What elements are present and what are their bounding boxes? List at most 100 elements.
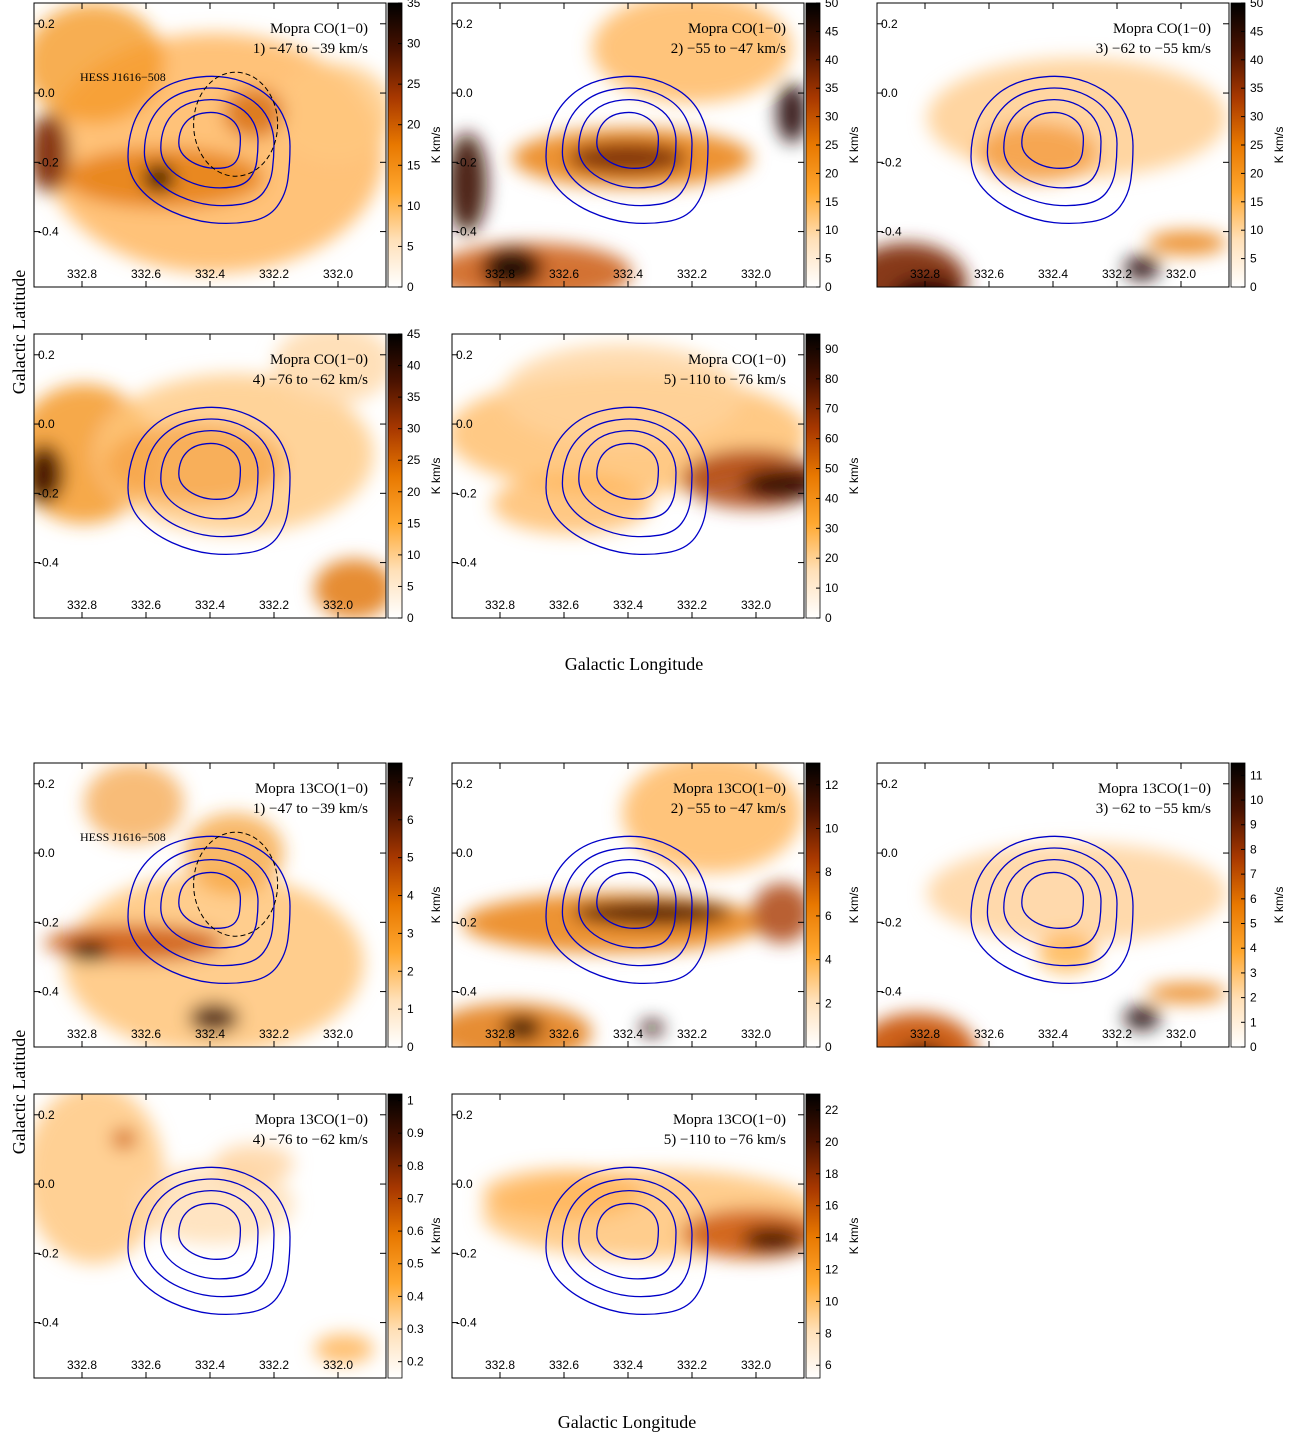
- x-tick-label: 332.6: [131, 267, 161, 281]
- colorbar-tick-label: 20: [1250, 166, 1264, 180]
- colorbar-tick-label: 6: [407, 813, 414, 827]
- y-tick-label: 0.0: [881, 86, 898, 100]
- emission-blob: [274, 63, 386, 163]
- colorbar-tick-label: 4: [825, 953, 832, 967]
- colorbar-tick-label: 25: [407, 77, 421, 91]
- x-tick-label: 332.6: [131, 1358, 161, 1372]
- emission-blob: [143, 164, 175, 192]
- colorbar-tick-label: 1: [407, 1002, 414, 1016]
- emission-blob: [1124, 1006, 1160, 1030]
- colorbar-tick-label: 0.8: [407, 1159, 424, 1173]
- x-tick-label: 332.0: [741, 598, 771, 612]
- emission-blob: [492, 474, 652, 534]
- colorbar-tick-label: 45: [407, 327, 421, 341]
- emission-blob: [34, 3, 164, 123]
- emission-blob: [69, 941, 109, 961]
- y-tick-label: 0.0: [456, 1177, 473, 1191]
- colorbar-tick-label: 35: [407, 0, 421, 10]
- y-tick-label: 0.0: [456, 86, 473, 100]
- emission-blob: [34, 113, 69, 193]
- map-panel: 332.8 332.6 332.4 332.2 332.0 0.2 0.0 -0.2 -0.4 M…: [33, 1093, 443, 1379]
- x-tick-label: 332.0: [741, 1027, 771, 1041]
- velocity-range: 5) −110 to −76 km/s: [664, 1132, 786, 1148]
- colorbar-tick-label: 10: [1250, 223, 1264, 237]
- y-tick-label: -0.2: [456, 155, 477, 169]
- map-panel: HESS J1616−508 332.8 332.6 332.4 332.2 332.0 0…: [33, 0, 443, 294]
- x-tick-label: 332.0: [1166, 1027, 1196, 1041]
- emission-blob: [64, 873, 364, 1047]
- emission-blob: [1147, 231, 1227, 255]
- velocity-range: 4) −76 to −62 km/s: [253, 1132, 368, 1148]
- x-tick-label: 332.4: [195, 598, 225, 612]
- x-tick-label: 332.0: [323, 1358, 353, 1372]
- contour-line: [578, 1189, 677, 1280]
- emission-blob: [314, 559, 386, 618]
- colorbar: [387, 1093, 403, 1379]
- colorbar-unit-label: K km/s: [429, 458, 443, 495]
- x-tick-label: 332.6: [974, 1027, 1004, 1041]
- contour-line: [970, 75, 1134, 225]
- colorbar-tick-label: 0.4: [407, 1289, 424, 1303]
- x-axis-label-bottom: Galactic Longitude: [558, 1412, 696, 1432]
- colorbar-tick-label: 0: [825, 611, 832, 625]
- colorbar-tick-label: 5: [1250, 252, 1257, 266]
- map-panel: 332.8 332.6 332.4 332.2 332.0 0.2 0.0 -0.2 -0.4 M…: [451, 1093, 861, 1379]
- emission-blob: [314, 1334, 374, 1364]
- x-tick-label: 332.8: [485, 267, 515, 281]
- colorbar-tick-label: 60: [825, 432, 839, 446]
- x-tick-label: 332.2: [677, 267, 707, 281]
- y-tick-label: -0.2: [456, 486, 477, 500]
- x-tick-label: 332.6: [549, 1027, 579, 1041]
- colorbar-tick-label: 30: [825, 110, 839, 124]
- colorbar-tick-label: 8: [825, 1326, 832, 1340]
- colorbar-tick-label: 20: [407, 485, 421, 499]
- colorbar-tick-label: 10: [407, 548, 421, 562]
- colorbar-tick-label: 0: [407, 280, 414, 294]
- colorbar-tick-label: 22: [825, 1103, 839, 1117]
- y-tick-label: -0.4: [456, 225, 477, 239]
- velocity-range: 2) −55 to −47 km/s: [671, 801, 786, 817]
- y-tick-label: 0.2: [456, 348, 473, 362]
- contour-line: [596, 871, 660, 929]
- y-tick-label: 0.0: [38, 1177, 55, 1191]
- contour-line: [178, 442, 242, 500]
- y-tick-label: -0.2: [38, 155, 59, 169]
- x-tick-label: 332.4: [1038, 267, 1068, 281]
- x-tick-label: 332.0: [741, 1358, 771, 1372]
- x-tick-label: 332.4: [195, 1358, 225, 1372]
- emission-map: [44, 763, 364, 1047]
- y-tick-label: 0.0: [881, 846, 898, 860]
- colorbar-tick-label: 0.5: [407, 1257, 424, 1271]
- map-title: Mopra CO(1−0): [270, 21, 368, 37]
- x-tick-label: 332.8: [485, 1027, 515, 1041]
- contour-line: [545, 835, 709, 985]
- colorbar-tick-label: 30: [407, 422, 421, 436]
- map-panel: 332.8 332.6 332.4 332.2 332.0 0.2 0.0 -0.2 -0.4 M…: [451, 762, 861, 1054]
- contour-line: [127, 835, 291, 985]
- x-tick-label: 332.6: [549, 267, 579, 281]
- x-tick-label: 332.8: [910, 1027, 940, 1041]
- colorbar-tick-label: 20: [825, 1135, 839, 1149]
- colorbar-tick-label: 15: [407, 516, 421, 530]
- y-tick-label: -0.2: [38, 1246, 59, 1260]
- contour-line: [986, 87, 1118, 207]
- emission-blob: [1037, 933, 1097, 973]
- y-tick-label: 0.0: [456, 846, 473, 860]
- contour-line: [160, 1189, 259, 1280]
- colorbar-tick-label: 80: [825, 372, 839, 386]
- contour-line: [596, 111, 660, 169]
- contour-line: [143, 87, 275, 207]
- colorbar-tick-label: 7: [1250, 867, 1257, 881]
- x-tick-label: 332.0: [323, 1027, 353, 1041]
- colorbar-tick-label: 5: [407, 579, 414, 593]
- x-tick-label: 332.6: [131, 598, 161, 612]
- x-tick-label: 332.4: [1038, 1027, 1068, 1041]
- hess-contours: [545, 1166, 709, 1316]
- emission-blob: [742, 468, 804, 500]
- contour-line: [160, 858, 259, 949]
- x-tick-label: 332.2: [259, 598, 289, 612]
- panels-layer: HESS J1616−508 332.8 332.6 332.4 332.2 332.0 0…: [33, 0, 1286, 1379]
- colorbar-tick-label: 45: [1250, 24, 1264, 38]
- y-tick-label: -0.4: [38, 556, 59, 570]
- colorbar-tick-label: 50: [1250, 0, 1264, 10]
